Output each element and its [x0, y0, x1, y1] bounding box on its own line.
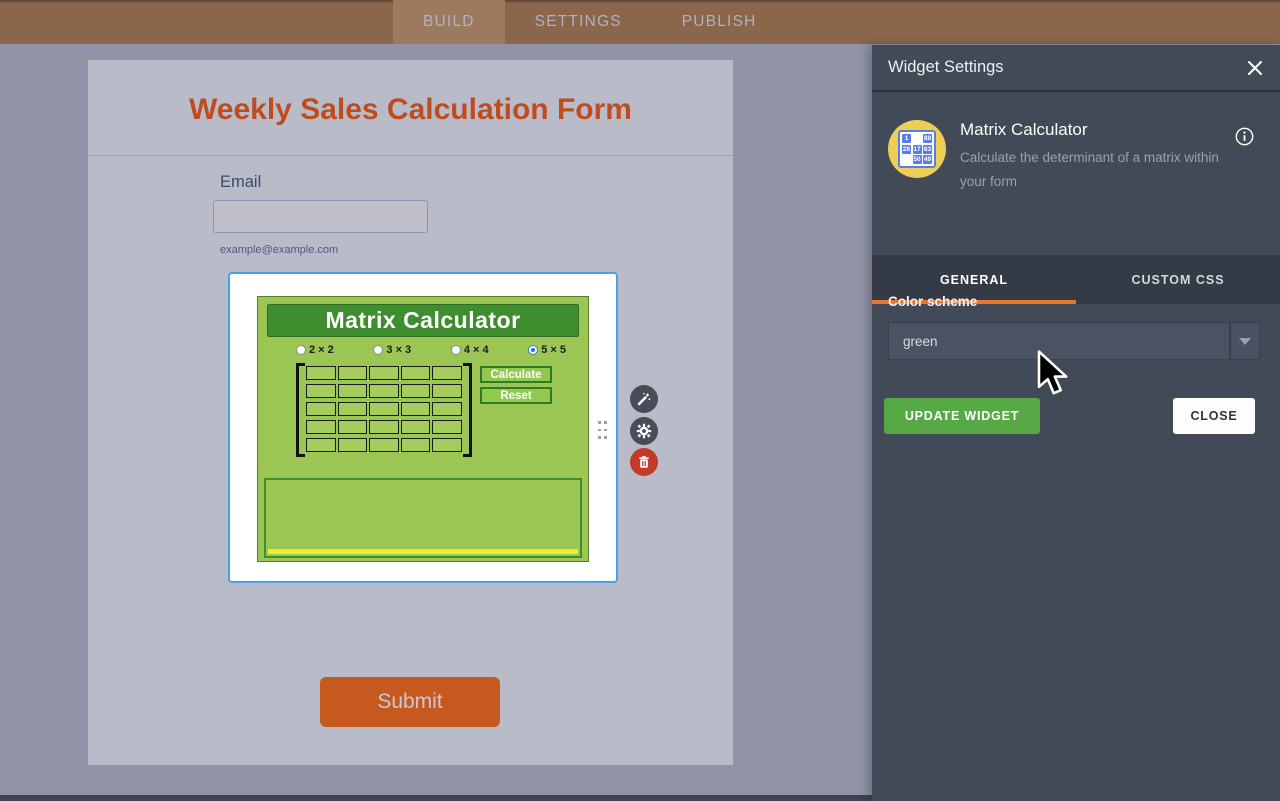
- matrix-cell[interactable]: [400, 366, 431, 380]
- matrix-cell[interactable]: [432, 420, 462, 434]
- widget-settings-panel: Widget Settings 1 88 28 17 63 50 49 Matr…: [872, 45, 1280, 801]
- size-option-2x2[interactable]: 2 × 2: [296, 344, 334, 356]
- topbar: BUILD SETTINGS PUBLISH: [0, 0, 1280, 44]
- panel-tabs: GENERAL CUSTOM CSS: [872, 255, 1280, 304]
- matrix-cell[interactable]: [306, 438, 336, 452]
- matrix-widget-card[interactable]: Matrix Calculator 2 × 2 3 × 3 4 × 4: [228, 272, 618, 583]
- form-paper: Weekly Sales Calculation Form Email exam…: [88, 60, 733, 765]
- right-bracket: [463, 363, 472, 457]
- divider: [88, 155, 733, 156]
- widget-settings-button[interactable]: [630, 417, 658, 445]
- close-button[interactable]: CLOSE: [1173, 398, 1255, 434]
- matrix-cell[interactable]: [432, 366, 462, 380]
- matrix-cell[interactable]: [337, 366, 368, 380]
- size-option-label: 4 × 4: [463, 344, 489, 356]
- matrix-cell[interactable]: [400, 420, 431, 434]
- gear-icon: [636, 423, 652, 439]
- widget-info-section: 1 88 28 17 63 50 49 Matrix Calculator Ca…: [872, 94, 1280, 255]
- result-strip: [268, 549, 578, 554]
- size-option-label: 3 × 3: [386, 344, 412, 356]
- matrix-grid: [306, 366, 462, 452]
- chevron-down-icon: [1239, 337, 1251, 345]
- widget-description: Calculate the determinant of a matrix wi…: [960, 150, 1219, 189]
- matrix-cell[interactable]: [400, 438, 431, 452]
- matrix-cell[interactable]: [369, 438, 399, 452]
- matrix-widget-title: Matrix Calculator: [267, 304, 579, 337]
- radio-icon[interactable]: [296, 345, 306, 355]
- matrix-cell[interactable]: [337, 402, 368, 416]
- close-panel-button[interactable]: [1244, 57, 1266, 79]
- form-canvas: Weekly Sales Calculation Form Email exam…: [0, 44, 872, 801]
- matrix-cell[interactable]: [432, 402, 462, 416]
- reset-button[interactable]: Reset: [480, 387, 552, 404]
- color-scheme-label: Color scheme: [888, 294, 978, 309]
- calculate-button[interactable]: Calculate: [480, 366, 552, 383]
- matrix-cell[interactable]: [432, 438, 462, 452]
- email-label: Email: [220, 173, 262, 191]
- size-option-5x5[interactable]: 5 × 5: [528, 344, 566, 356]
- color-scheme-value: green: [903, 333, 938, 349]
- matrix-cell[interactable]: [306, 402, 336, 416]
- result-box: [264, 478, 582, 558]
- widget-name: Matrix Calculator: [960, 120, 1088, 139]
- matrix-size-options: 2 × 2 3 × 3 4 × 4 5 × 5: [296, 343, 566, 357]
- topbar-nav: BUILD SETTINGS PUBLISH: [393, 0, 787, 44]
- tab-custom-css[interactable]: CUSTOM CSS: [1131, 272, 1225, 287]
- matrix-cell[interactable]: [337, 420, 368, 434]
- matrix-cell[interactable]: [337, 384, 368, 398]
- bottom-bar: [0, 795, 872, 801]
- size-option-label: 5 × 5: [541, 344, 566, 356]
- close-icon: [1248, 61, 1262, 75]
- tab-build[interactable]: BUILD: [393, 0, 505, 44]
- size-option-label: 2 × 2: [309, 344, 334, 356]
- matrix-cell[interactable]: [306, 420, 336, 434]
- matrix-cell[interactable]: [306, 384, 336, 398]
- matrix-cell[interactable]: [369, 420, 399, 434]
- size-option-4x4[interactable]: 4 × 4: [450, 344, 489, 356]
- matrix-calculator-icon: 1 88 28 17 63 50 49: [888, 120, 946, 178]
- trash-icon: [639, 456, 649, 468]
- matrix-input-area: [296, 363, 472, 459]
- update-widget-button[interactable]: UPDATE WIDGET: [884, 398, 1040, 434]
- tab-general[interactable]: GENERAL: [872, 255, 1076, 304]
- matrix-cell[interactable]: [400, 402, 431, 416]
- form-title: Weekly Sales Calculation Form: [189, 93, 632, 126]
- panel-title: Widget Settings: [888, 58, 1004, 76]
- matrix-cell[interactable]: [432, 384, 462, 398]
- size-option-3x3[interactable]: 3 × 3: [373, 344, 411, 356]
- delete-widget-button[interactable]: [630, 448, 658, 476]
- wizard-button[interactable]: [630, 385, 658, 413]
- matrix-cell[interactable]: [400, 384, 431, 398]
- color-scheme-select[interactable]: green: [888, 322, 1230, 360]
- radio-icon[interactable]: [373, 345, 384, 355]
- email-sublabel: example@example.com: [220, 244, 339, 256]
- submit-button[interactable]: Submit: [320, 677, 500, 727]
- matrix-widget-body: Matrix Calculator 2 × 2 3 × 3 4 × 4: [257, 296, 589, 562]
- matrix-cell[interactable]: [306, 366, 336, 380]
- panel-header: Widget Settings: [872, 45, 1280, 92]
- radio-selected-icon[interactable]: [528, 345, 539, 355]
- info-icon: [1235, 127, 1254, 146]
- tab-settings[interactable]: SETTINGS: [534, 13, 622, 30]
- info-button[interactable]: [1235, 127, 1254, 146]
- tab-publish[interactable]: PUBLISH: [681, 13, 757, 30]
- matrix-cell[interactable]: [337, 438, 368, 452]
- matrix-cell[interactable]: [369, 384, 399, 398]
- drag-handle[interactable]: [598, 421, 607, 440]
- matrix-cell[interactable]: [369, 366, 399, 380]
- radio-icon[interactable]: [450, 345, 461, 355]
- color-scheme-dropdown-button[interactable]: [1230, 322, 1260, 360]
- matrix-cell[interactable]: [369, 402, 399, 416]
- magic-wand-icon: [637, 392, 651, 406]
- left-bracket: [296, 363, 305, 457]
- email-input[interactable]: [213, 200, 428, 233]
